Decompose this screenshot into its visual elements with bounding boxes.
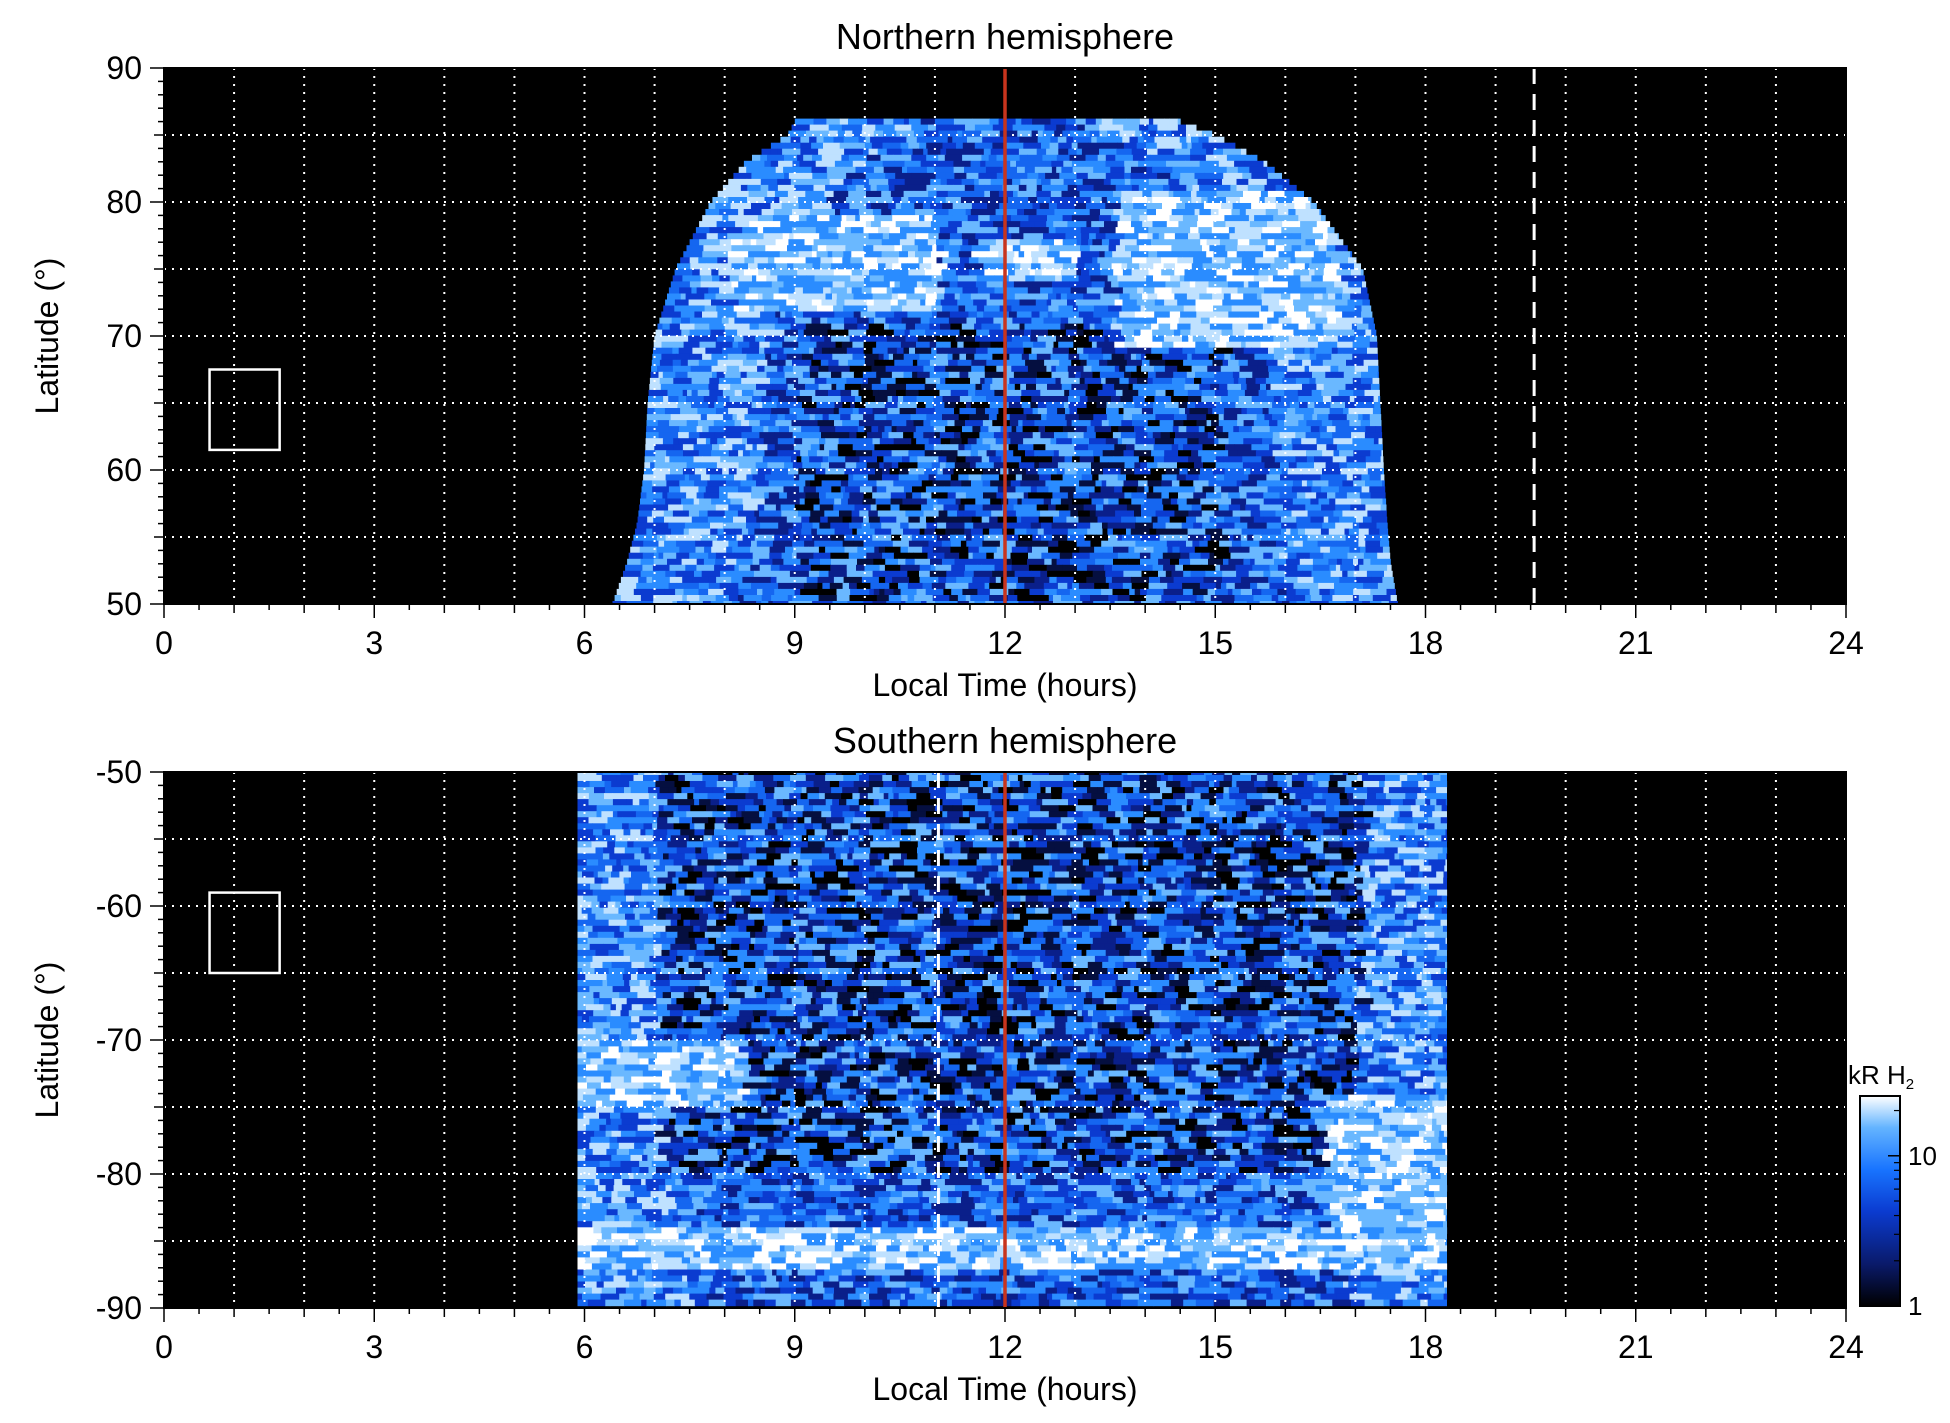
x-tick-label: 21 [1618,625,1654,661]
southern-panel: Southern hemisphere 0 3 6 9 12 15 18 21 24 -90 -80… [29,720,1864,1407]
north-ylabel: Latitude (°) [29,258,65,415]
y-tick-label: 70 [106,318,142,354]
x-tick-label: 18 [1408,1329,1444,1365]
y-tick-label: -70 [96,1022,142,1058]
x-tick-label: 24 [1828,1329,1864,1365]
x-tick-label: 9 [786,625,804,661]
south-xlabel: Local Time (hours) [873,1371,1138,1407]
colorbar-tick-label: 10 [1908,1141,1937,1171]
y-tick-label: -80 [96,1156,142,1192]
south-title: Southern hemisphere [833,720,1177,761]
colorbar-unit-main: kR H [1848,1060,1906,1090]
colorbar-ticks: 1 10 [1888,1109,1937,1321]
north-axes: 0 3 6 9 12 15 18 21 24 50 60 70 80 90 [106,50,1863,661]
south-reference-lines [936,772,1007,1308]
x-tick-label: 24 [1828,625,1864,661]
y-tick-label: 80 [106,184,142,220]
south-grid [164,772,1846,1308]
south-emission-region [577,772,1448,1307]
y-tick-label: 50 [106,586,142,622]
south-axes: 0 3 6 9 12 15 18 21 24 -90 -80 -70 -60 -50 [96,754,1864,1365]
colorbar-unit: kR H2 [1848,1060,1914,1093]
x-tick-label: 6 [576,625,594,661]
y-tick-label: -60 [96,888,142,924]
x-tick-label: 0 [155,625,173,661]
y-tick-label: -50 [96,754,142,790]
colorbar-tick-label: 1 [1908,1291,1922,1321]
northern-panel: Northern hemisphere 0 3 6 9 12 15 18 21 24 50 60 70… [29,16,1864,703]
north-xlabel: Local Time (hours) [873,667,1138,703]
x-tick-label: 3 [365,625,383,661]
x-tick-label: 15 [1197,625,1233,661]
x-tick-label: 9 [786,1329,804,1365]
x-tick-label: 18 [1408,625,1444,661]
x-tick-label: 21 [1618,1329,1654,1365]
south-reference-box [208,891,281,975]
north-title: Northern hemisphere [836,16,1174,57]
x-tick-label: 12 [987,1329,1023,1365]
x-tick-label: 3 [365,1329,383,1365]
north-reference-box [208,368,281,452]
y-tick-label: 60 [106,452,142,488]
x-tick-label: 6 [576,1329,594,1365]
x-tick-label: 0 [155,1329,173,1365]
x-tick-label: 15 [1197,1329,1233,1365]
south-ylabel: Latitude (°) [29,962,65,1119]
x-tick-label: 12 [987,625,1023,661]
north-reference-lines [1003,68,1536,604]
y-tick-label: -90 [96,1290,142,1326]
colorbar-gradient [1859,1095,1901,1307]
colorbar: kR H2 1 10 [1848,1060,1937,1321]
y-tick-label: 90 [106,50,142,86]
colorbar-unit-subscript: 2 [1906,1076,1914,1093]
